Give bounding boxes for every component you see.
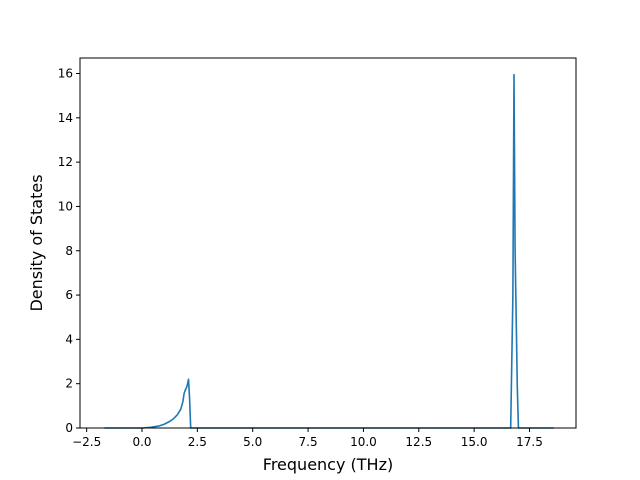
plot-area — [104, 73, 554, 429]
y-tick-label: 12 — [58, 155, 73, 169]
y-tick-label: 4 — [65, 332, 73, 346]
x-axis: −2.5 0.0 2.5 5.0 7.5 10.0 12.5 15.0 17.5 — [72, 428, 543, 449]
x-tick-label: 10.0 — [350, 435, 377, 449]
y-tick-label: 14 — [58, 111, 73, 125]
y-tick-label: 2 — [65, 377, 73, 391]
x-tick-label: 12.5 — [405, 435, 432, 449]
y-tick-label: 6 — [65, 288, 73, 302]
y-axis: 0 2 4 6 8 10 12 14 16 — [58, 67, 80, 435]
x-axis-label: Frequency (THz) — [263, 455, 393, 474]
y-tick-label: 16 — [58, 67, 73, 81]
y-tick-label: 8 — [65, 244, 73, 258]
dos-series-line-0 — [104, 73, 554, 429]
y-tick-label: 10 — [58, 199, 73, 213]
x-tick-label: 7.5 — [299, 435, 318, 449]
x-tick-label: 0.0 — [132, 435, 151, 449]
y-axis-label: Density of States — [27, 174, 46, 311]
x-tick-label: 2.5 — [188, 435, 207, 449]
axes-frame — [79, 57, 577, 429]
y-tick-label: 0 — [65, 421, 73, 435]
x-tick-label: 15.0 — [461, 435, 488, 449]
x-tick-label: −2.5 — [72, 435, 101, 449]
x-tick-label: 17.5 — [516, 435, 543, 449]
x-tick-label: 5.0 — [243, 435, 262, 449]
